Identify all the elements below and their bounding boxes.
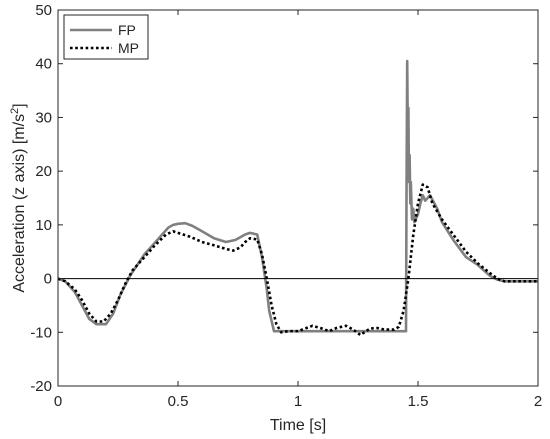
y-axis-title: Acceleration (z axis) [m/s2] [9,103,28,292]
plot-background [58,10,538,386]
series-layer [57,59,538,337]
legend: FP MP [63,14,149,60]
y-tick-label: 40 [35,56,52,73]
y-tick-label: 50 [35,2,52,19]
x-tick-label: 1.5 [408,393,429,410]
x-tick-label: 0 [54,393,62,410]
y-tick-label: 10 [35,217,52,234]
y-tick-label: 30 [35,109,52,126]
series-line-mp [57,183,538,337]
x-axis-ticks: 0 0.5 1 1.5 2 [54,10,542,410]
y-tick-label: 20 [35,163,52,180]
legend-box [63,14,149,60]
x-axis-title: Time [s] [270,417,326,434]
x-tick-label: 2 [534,393,542,410]
y-axis-title-end: ] [11,103,28,107]
legend-label-fp: FP [118,22,136,38]
x-tick-label: 0.5 [168,393,189,410]
y-tick-label: -20 [30,378,52,395]
y-axis-ticks: -20 -10 0 10 20 30 40 50 [30,2,538,395]
y-tick-label: 0 [44,271,52,288]
x-tick-label: 1 [294,393,302,410]
y-axis-title-superscript: 2 [9,108,21,114]
y-axis-title-main: Acceleration (z axis) [m/s [11,114,28,293]
legend-label-mp: MP [118,40,139,56]
y-tick-label: -10 [30,324,52,341]
